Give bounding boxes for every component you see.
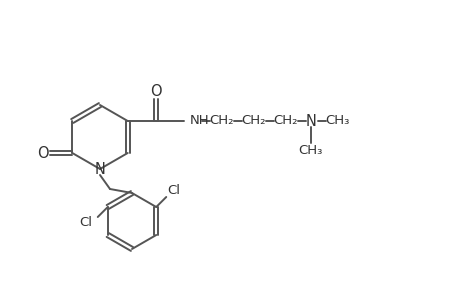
Text: CH₃: CH₃ xyxy=(325,115,349,128)
Text: O: O xyxy=(150,83,161,98)
Text: CH₂: CH₂ xyxy=(241,115,265,128)
Text: Cl: Cl xyxy=(168,184,180,197)
Text: CH₂: CH₂ xyxy=(273,115,297,128)
Text: O: O xyxy=(37,146,49,160)
Text: NH: NH xyxy=(189,115,209,128)
Text: CH₂: CH₂ xyxy=(209,115,234,128)
Text: N: N xyxy=(305,113,315,128)
Text: CH₃: CH₃ xyxy=(298,145,322,158)
Text: N: N xyxy=(95,161,105,176)
Text: Cl: Cl xyxy=(79,217,92,230)
